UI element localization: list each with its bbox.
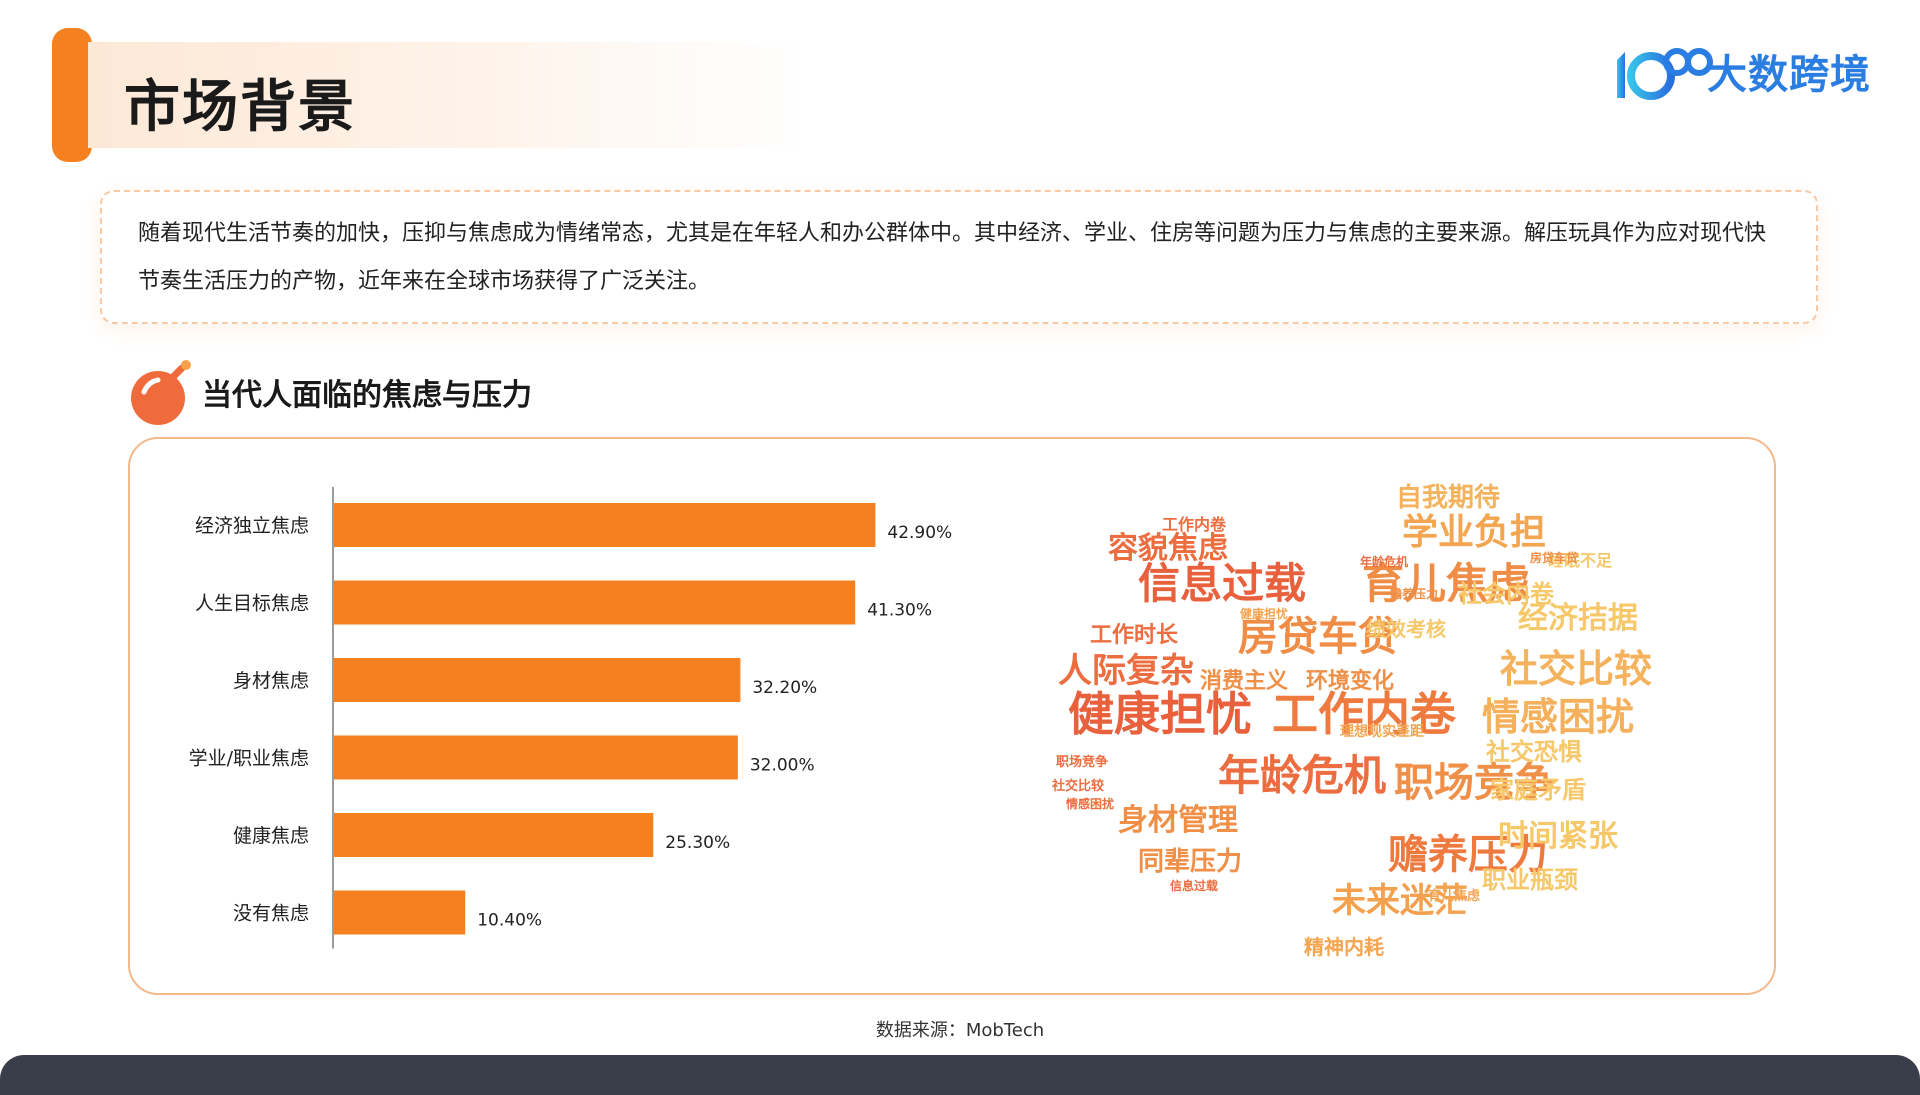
word-cloud-word: 绩效考核 — [1366, 617, 1446, 641]
bar — [334, 658, 741, 702]
word-cloud-word: 身材管理 — [1118, 803, 1238, 838]
word-cloud-word: 容貌焦虑 — [1108, 531, 1228, 566]
word-cloud-word: 年龄危机 — [1360, 554, 1408, 569]
logo-mark-icon — [1617, 48, 1713, 100]
word-cloud-word: 情感困扰 — [1066, 796, 1114, 811]
word-cloud-word: 职业瓶颈 — [1482, 866, 1578, 894]
bar — [334, 580, 856, 625]
word-cloud-word: 信息过载 — [1138, 559, 1306, 608]
title-banner — [88, 42, 808, 148]
word-cloud-word: 精神内耗 — [1304, 935, 1384, 959]
word-cloud-word: 健康担忧 — [1240, 606, 1288, 621]
word-cloud-word: 职场竞争 — [1056, 754, 1108, 770]
value-label: 25.30% — [665, 833, 730, 853]
word-cloud-word: 育儿焦虑 — [1362, 559, 1530, 608]
word-cloud-word: 工作时长 — [1090, 623, 1179, 648]
bar — [334, 735, 738, 780]
value-label: 32.00% — [750, 756, 815, 776]
word-cloud-word: 理想现实差距 — [1340, 723, 1424, 740]
word-cloud-word: 社交恐惧 — [1486, 738, 1582, 766]
word-cloud-word: 消费主义 — [1200, 669, 1288, 694]
data-source: 数据来源：MobTech — [875, 1020, 1045, 1041]
value-label: 42.90% — [887, 523, 952, 543]
word-cloud-word: 未来迷茫 — [1332, 881, 1468, 921]
word-cloud-word: 人际复杂 — [1058, 651, 1194, 691]
word-cloud-word: 工作内卷 — [1162, 515, 1227, 534]
word-cloud-word: 环境变化 — [1306, 668, 1394, 694]
word-cloud-word: 信息过载 — [1170, 878, 1218, 893]
bars-group: 经济独立焦虑 42.90% 人生目标焦虑 41.30% 身材焦虑 32.20% 学业/职业焦… — [189, 503, 952, 935]
word-cloud-word: 房贷车贷 — [1238, 614, 1398, 660]
word-cloud-word: 经济拮据 — [1518, 601, 1638, 636]
word-cloud-word: 同辈压力 — [1138, 847, 1242, 877]
word-cloud-word: 睡眠不足 — [1548, 551, 1613, 570]
word-cloud-word: 家庭矛盾 — [1490, 776, 1586, 804]
word-cloud-word: 育儿焦虑 — [1428, 888, 1480, 904]
word-cloud-word: 房贷车贷 — [1530, 550, 1578, 565]
bottom-bar — [0, 1055, 1920, 1095]
word-cloud-word: 情感困扰 — [1482, 695, 1634, 739]
bar — [334, 890, 466, 935]
word-cloud-word: 职场竞争 — [1394, 760, 1554, 806]
word-cloud-word: 赡养压力 — [1389, 586, 1438, 601]
word-cloud-word: 社交比较 — [1051, 778, 1104, 794]
word-cloud-word: 工作内卷 — [1272, 687, 1457, 741]
word-cloud-word: 社交比较 — [1500, 647, 1652, 691]
word-cloud-word: 学业负担 — [1402, 511, 1546, 553]
intro-text: 随着现代生活节奏的加快，压抑与焦虑成为情绪常态，尤其是在年轻人和办公群体中。其中… — [138, 221, 1767, 294]
brand-name: 大数跨境 — [1707, 52, 1871, 98]
page-title: 市场背景 — [124, 75, 356, 140]
category-label: 健康焦虑 — [233, 825, 309, 847]
word-cloud-word: 健康担忧 — [1068, 687, 1252, 741]
word-cloud-word: 社会内卷 — [1458, 580, 1555, 608]
word-cloud-word: 年龄危机 — [1218, 751, 1386, 800]
value-label: 41.30% — [867, 601, 932, 621]
word-cloud-word: 自我期待 — [1396, 482, 1500, 513]
category-label: 身材焦虑 — [233, 670, 309, 692]
section-title: 当代人面临的焦虑与压力 — [202, 378, 532, 413]
bar — [334, 813, 654, 857]
category-label: 经济独立焦虑 — [195, 515, 309, 537]
word-cloud-word: 赡养压力 — [1388, 832, 1548, 878]
category-label: 学业/职业焦虑 — [189, 748, 309, 770]
intro-box: 随着现代生活节奏的加快，压抑与焦虑成为情绪常态，尤其是在年轻人和办公群体中。其中… — [100, 190, 1818, 324]
bar — [334, 503, 876, 547]
value-label: 32.20% — [752, 678, 817, 698]
word-cloud-word: 时间紧张 — [1498, 819, 1618, 854]
category-label: 没有焦虑 — [233, 903, 309, 925]
category-label: 人生目标焦虑 — [195, 593, 309, 615]
bomb-icon — [131, 360, 191, 425]
title-accent-bar — [52, 28, 92, 162]
value-label: 10.40% — [477, 911, 542, 931]
